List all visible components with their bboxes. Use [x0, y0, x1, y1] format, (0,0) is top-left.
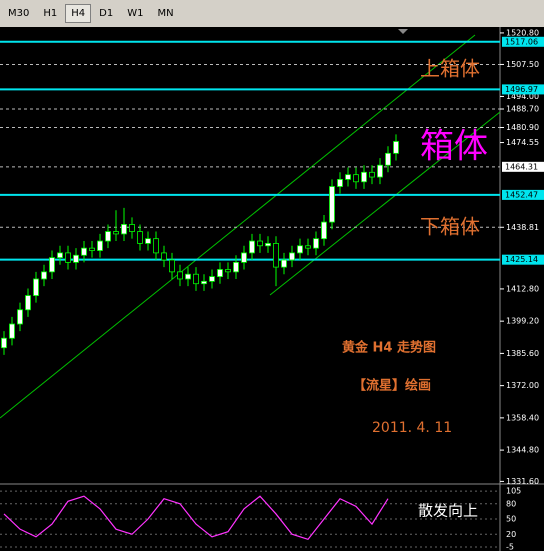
- candle-body: [393, 141, 399, 154]
- annotation: 散发向上: [418, 502, 478, 520]
- candle-body: [241, 252, 247, 263]
- timeframe-button[interactable]: W1: [127, 8, 144, 19]
- candle-body: [377, 164, 383, 178]
- shift-marker: [398, 29, 408, 34]
- candle-body: [145, 238, 151, 244]
- price-label-box: [502, 36, 544, 47]
- candle-body: [129, 224, 135, 232]
- candle-body: [273, 243, 279, 268]
- osc-tick-label: 20: [506, 530, 516, 539]
- annotation: 下箱体: [420, 215, 480, 239]
- candle-body: [297, 245, 303, 254]
- channel-line: [0, 34, 476, 419]
- candle-body: [105, 231, 111, 242]
- candle-body: [313, 238, 319, 249]
- candle-body: [113, 231, 119, 235]
- y-tick-label: 1372.00: [506, 381, 539, 390]
- price-label: 1496.97: [505, 85, 538, 94]
- price-label-box: [502, 161, 544, 172]
- y-tick-label: 1488.70: [506, 105, 539, 114]
- y-tick-label: 1385.60: [506, 349, 539, 358]
- candle-body: [89, 247, 95, 251]
- price-label-box: [502, 84, 544, 95]
- y-tick-label: 1480.90: [506, 123, 539, 132]
- candle-body: [97, 240, 103, 251]
- candle-body: [9, 323, 15, 339]
- candle-body: [169, 259, 175, 273]
- osc-tick-label: -5: [506, 542, 514, 551]
- candle-body: [185, 273, 191, 280]
- candle-body: [25, 295, 31, 311]
- candle-body: [177, 271, 183, 280]
- price-label-box: [502, 189, 544, 200]
- y-tick-label: 1358.40: [506, 413, 539, 422]
- price-label: 1464.31: [505, 162, 538, 171]
- osc-tick-label: 80: [506, 499, 516, 508]
- candle-body: [345, 174, 351, 180]
- y-tick-label: 1494.00: [506, 92, 539, 101]
- timeframe-button[interactable]: D1: [99, 8, 114, 19]
- candle-body: [225, 269, 231, 273]
- candle-body: [361, 171, 367, 183]
- candle-body: [289, 252, 295, 261]
- annotation: 【流星】绘画: [353, 378, 431, 394]
- candle-body: [41, 271, 47, 280]
- candle-body: [353, 174, 359, 183]
- candle-body: [249, 240, 255, 254]
- y-tick-label: 1412.80: [506, 284, 539, 293]
- osc-tick-label: 50: [506, 515, 516, 524]
- timeframe-button[interactable]: MN: [157, 8, 174, 19]
- candle-body: [385, 152, 391, 166]
- price-label-box: [502, 254, 544, 265]
- candle-body: [217, 269, 223, 277]
- y-tick-label: 1331.60: [506, 477, 539, 486]
- candle-body: [369, 171, 375, 178]
- timeframe-toolbar: M30 H1 H4 D1 W1 MN: [0, 0, 544, 27]
- candle-body: [73, 254, 79, 263]
- candle-body: [153, 238, 159, 254]
- y-tick-label: 1474.55: [506, 138, 539, 147]
- price-label: 1517.06: [505, 37, 538, 46]
- candle-body: [201, 280, 207, 285]
- candle-body: [57, 252, 63, 259]
- candle-body: [1, 337, 7, 349]
- osc-line: [3, 495, 389, 541]
- y-tick-label: 1507.50: [506, 60, 539, 69]
- annotation: 上箱体: [420, 57, 480, 81]
- timeframe-button[interactable]: H1: [43, 8, 58, 19]
- y-tick-label: 1344.80: [506, 446, 539, 455]
- candle-body: [121, 224, 127, 235]
- candle-body: [233, 261, 239, 273]
- timeframe-button[interactable]: M30: [8, 8, 30, 19]
- candle-body: [17, 309, 23, 325]
- y-tick-label: 1520.80: [506, 28, 539, 37]
- annotation: 黄金 H4 走势图: [342, 340, 436, 356]
- candle-body: [161, 252, 167, 261]
- annotation: 2011. 4. 11: [372, 420, 452, 436]
- annotation: 箱体: [420, 127, 488, 167]
- candle-body: [209, 276, 215, 282]
- y-tick-label: 1438.81: [506, 223, 539, 232]
- candle-body: [265, 243, 271, 247]
- candle-body: [33, 278, 39, 296]
- candle-body: [257, 240, 263, 247]
- candle-body: [81, 247, 87, 256]
- price-label: 1425.14: [505, 255, 538, 264]
- candle-body: [193, 273, 199, 285]
- osc-tick-label: 105: [506, 487, 521, 496]
- candle-body: [305, 245, 311, 249]
- candle-body: [49, 257, 55, 273]
- timeframe-button[interactable]: H4: [65, 4, 92, 23]
- y-tick-label: 1399.20: [506, 317, 539, 326]
- candle-body: [337, 179, 343, 187]
- candle-body: [281, 259, 287, 268]
- candle-body: [329, 186, 335, 223]
- price-label: 1452.47: [505, 190, 538, 199]
- candle-body: [65, 252, 71, 263]
- channel-line: [269, 111, 501, 296]
- candle-body: [137, 231, 143, 244]
- candle-body: [321, 221, 327, 240]
